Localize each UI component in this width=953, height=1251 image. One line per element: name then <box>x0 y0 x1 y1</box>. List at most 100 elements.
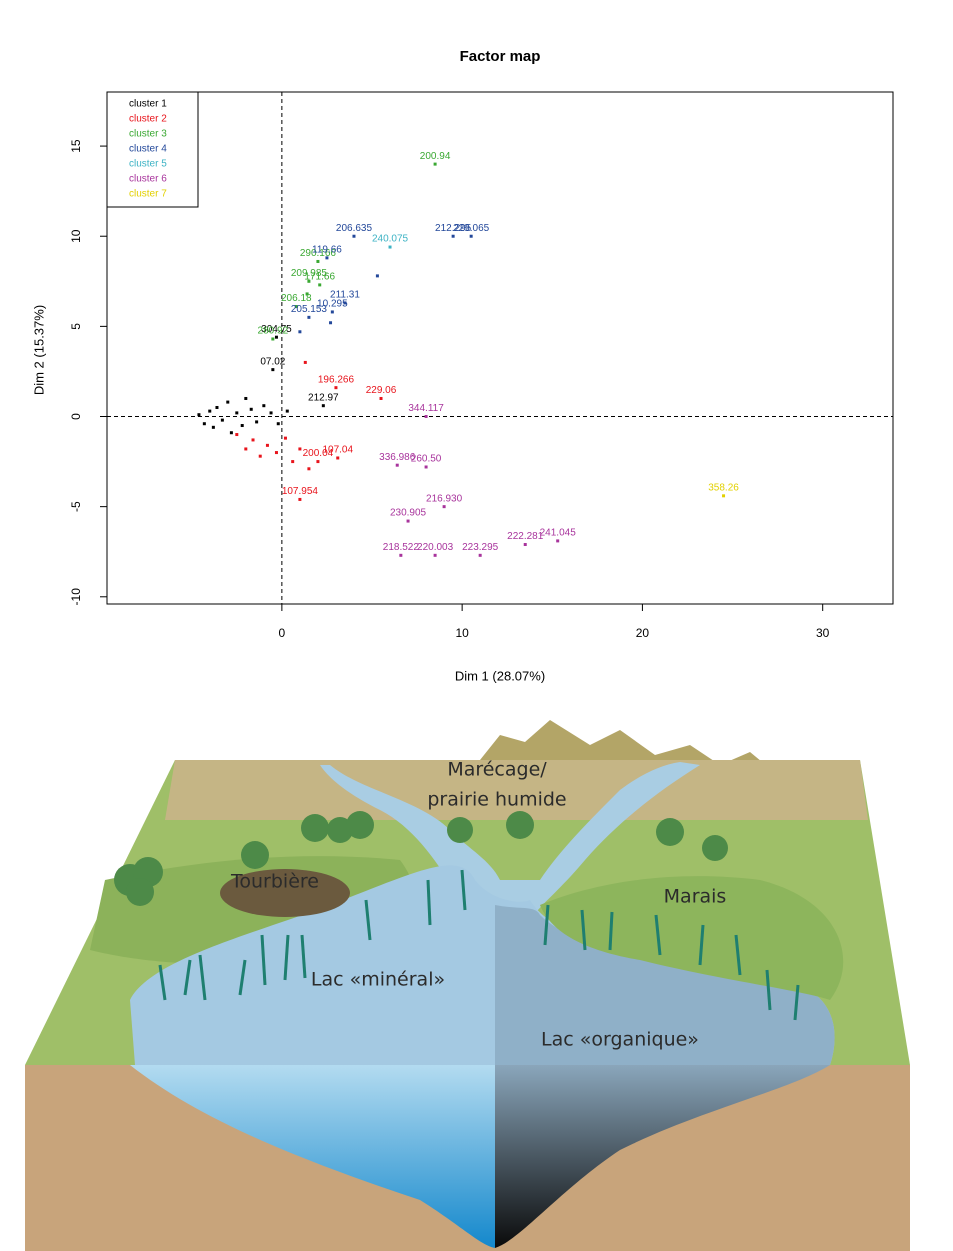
point <box>316 259 320 263</box>
point <box>271 368 275 372</box>
basin-mineral <box>130 1065 495 1248</box>
point-label: 206.18 <box>281 293 312 304</box>
point <box>244 447 248 451</box>
point-label: 171.66 <box>304 272 335 283</box>
point <box>316 460 320 464</box>
legend-entry: cluster 5 <box>129 159 167 170</box>
point-label: 229.065 <box>453 223 490 234</box>
x-tick-label: 0 <box>279 626 286 640</box>
peat-bog <box>220 869 350 917</box>
point <box>325 256 329 260</box>
point-label: 212.295 <box>435 223 472 234</box>
marsh <box>540 876 844 1000</box>
point <box>274 451 278 455</box>
y-tick-label: 0 <box>69 413 83 420</box>
x-axis-title: Dim 1 (28.07%) <box>455 668 545 683</box>
plot-frame <box>106 91 894 605</box>
point <box>197 413 201 417</box>
point-label: 209.985 <box>291 268 328 279</box>
point <box>271 337 275 341</box>
legend-entry: cluster 1 <box>129 99 167 110</box>
point <box>318 283 322 287</box>
point <box>343 301 347 305</box>
point-label: 205.153 <box>291 304 328 315</box>
x-tick-label: 20 <box>636 626 650 640</box>
point <box>262 404 266 408</box>
point <box>523 543 527 547</box>
point <box>258 454 262 458</box>
legend-entry: cluster 2 <box>129 114 167 125</box>
point-label: 230.905 <box>390 508 427 519</box>
label-marais: Marais <box>664 886 727 908</box>
point <box>307 315 311 319</box>
y-tick-label: -5 <box>69 501 83 512</box>
y-tick-label: 5 <box>69 323 83 330</box>
point-label: 220.003 <box>417 542 454 553</box>
label-lac-mineral: Lac «minéral» <box>311 969 445 991</box>
point <box>379 396 383 400</box>
point <box>291 460 295 464</box>
point <box>433 162 437 166</box>
point <box>255 420 259 424</box>
point <box>307 467 311 471</box>
label-marecage: Marécage/ <box>447 759 547 781</box>
point-label: 218.522 <box>383 542 420 553</box>
label-lac-organique: Lac «organique» <box>541 1029 699 1051</box>
y-axis-title: Dim 2 (15.37%) <box>31 305 46 395</box>
point-label: 107.954 <box>282 486 319 497</box>
point <box>406 519 410 523</box>
point <box>399 553 403 557</box>
point <box>722 494 726 498</box>
point <box>285 409 289 413</box>
point <box>395 463 399 467</box>
point <box>478 553 482 557</box>
point <box>240 424 244 428</box>
lake-organic <box>495 905 835 1065</box>
point <box>211 425 215 429</box>
reeds <box>158 869 800 1021</box>
point <box>269 411 273 415</box>
point-label: 200.94 <box>420 151 451 162</box>
legend-box <box>106 91 199 208</box>
legend-entry: cluster 3 <box>129 129 167 140</box>
legend-entry: cluster 6 <box>129 174 167 185</box>
point <box>469 234 473 238</box>
point <box>352 234 356 238</box>
point-label: 229.06 <box>366 385 397 396</box>
point-label: 304.75 <box>261 324 292 335</box>
basin-organic <box>495 1065 830 1248</box>
point-label: 260.50 <box>411 454 442 465</box>
point-label: 107.04 <box>322 445 353 456</box>
point <box>451 234 455 238</box>
point-label: 344.117 <box>408 403 444 414</box>
legend-entry: cluster 7 <box>129 189 167 200</box>
y-tick-label: 15 <box>69 139 83 153</box>
point <box>424 415 428 419</box>
point <box>298 497 302 501</box>
point-label: 240.075 <box>372 234 409 245</box>
point-label: 211.31 <box>330 290 360 301</box>
point <box>307 279 311 283</box>
point-label: 206.635 <box>336 223 373 234</box>
point-label: 216.930 <box>426 493 463 504</box>
point <box>249 407 253 411</box>
point-label: 280.92 <box>258 326 289 337</box>
point <box>244 396 248 400</box>
river <box>320 762 700 920</box>
point <box>321 404 325 408</box>
point-label: 290.166 <box>300 248 337 259</box>
point <box>202 422 206 426</box>
point <box>265 443 269 447</box>
y-tick-label: 10 <box>69 229 83 243</box>
point-label: 222.281 <box>507 531 544 542</box>
point <box>220 418 224 422</box>
point <box>298 330 302 334</box>
point <box>556 539 560 543</box>
point <box>226 400 230 404</box>
chart-title: Factor map <box>460 48 541 65</box>
x-tick-label: 30 <box>816 626 830 640</box>
point <box>330 310 334 314</box>
point <box>235 433 239 437</box>
point-label: 336.986 <box>379 452 416 463</box>
